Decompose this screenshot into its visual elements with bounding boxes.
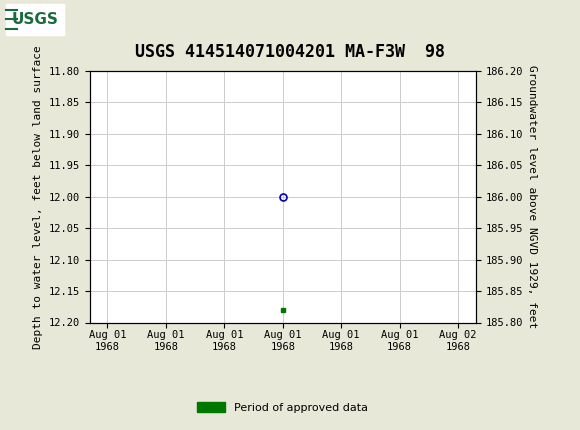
Text: USGS 414514071004201 MA-F3W  98: USGS 414514071004201 MA-F3W 98 — [135, 43, 445, 61]
Y-axis label: Groundwater level above NGVD 1929, feet: Groundwater level above NGVD 1929, feet — [527, 65, 536, 329]
Text: USGS: USGS — [12, 12, 58, 27]
FancyBboxPatch shape — [6, 4, 64, 35]
Y-axis label: Depth to water level, feet below land surface: Depth to water level, feet below land su… — [34, 45, 44, 349]
Legend: Period of approved data: Period of approved data — [193, 398, 372, 418]
